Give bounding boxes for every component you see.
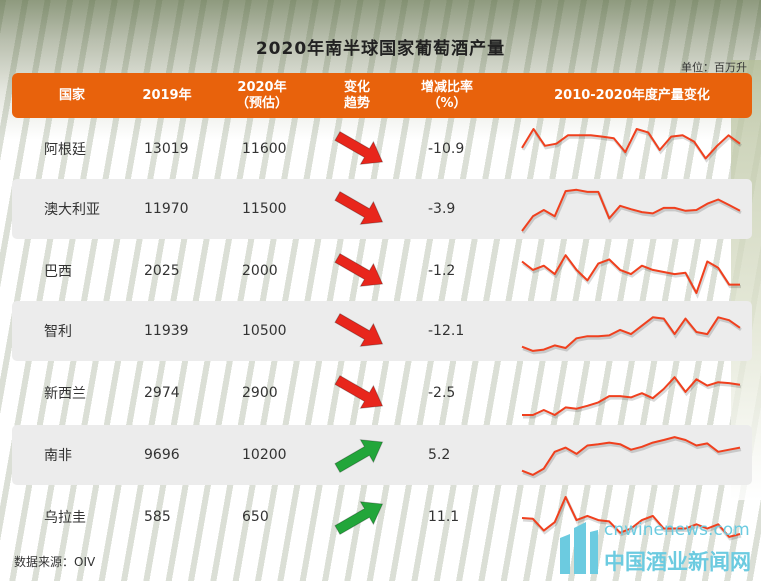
sparkline-shadow (522, 317, 742, 355)
header-text: （预估） (235, 95, 288, 111)
up-arrow-icon (330, 425, 390, 485)
country-name: 巴西 (44, 264, 72, 280)
header-text: 2010-2020年度产量变化 (554, 87, 710, 103)
sparkline-series (521, 254, 740, 294)
value-2020: 11500 (242, 201, 287, 217)
sparkline (521, 128, 742, 163)
source-note: 数据来源：OIV (14, 555, 96, 569)
change-percent: 11.1 (428, 509, 460, 525)
header-text: 变化 (343, 79, 370, 95)
sparkline (521, 254, 741, 299)
header-2019: 2019年 (127, 73, 207, 118)
value-2020: 10500 (242, 323, 287, 339)
value-2020: 2000 (242, 263, 278, 279)
header-pct: 增减比率 （%） (407, 73, 487, 118)
sparkline-series (521, 316, 741, 352)
table-header: 国家 2019年 2020年 （预估） 变化 趋势 增减比率 （%） 2010-202… (12, 73, 752, 118)
arrow-shape (334, 374, 384, 409)
country-name: 南非 (44, 448, 72, 464)
sparkline (522, 376, 742, 419)
value-2020: 10200 (242, 447, 287, 463)
down-arrow-icon (330, 301, 390, 361)
sparkline-series (522, 376, 741, 416)
value-2019: 585 (144, 509, 171, 525)
table-row: 巴西 2025 2000 -1.2 (12, 241, 752, 301)
down-arrow-icon (330, 179, 390, 239)
sparkline-shadow (522, 437, 742, 479)
country-name: 阿根廷 (44, 142, 86, 158)
arrow-shape (334, 252, 384, 287)
value-2019: 11970 (144, 201, 189, 217)
value-2019: 2025 (144, 263, 180, 279)
header-text: 2020年 (237, 79, 287, 95)
table-row: 南非 9696 10200 5.2 (12, 425, 752, 485)
change-percent: -12.1 (428, 323, 465, 339)
header-2020: 2020年 （预估） (222, 73, 302, 118)
sparkline (521, 188, 742, 234)
header-text: 2019年 (142, 87, 192, 103)
country-name: 智利 (44, 324, 72, 340)
arrow-shape (334, 312, 384, 347)
country-name: 澳大利亚 (44, 202, 100, 218)
sparkline (521, 316, 742, 355)
sparkline (521, 495, 742, 541)
header-country: 国家 (42, 73, 102, 118)
watermark-name: 中国酒业新闻网 (604, 550, 751, 574)
sparkline-series (521, 436, 741, 476)
value-2019: 13019 (144, 141, 189, 157)
table-row: 乌拉圭 585 650 11.1 (12, 487, 752, 547)
header-text: 国家 (58, 87, 85, 103)
unit-label: 单位：百万升 (681, 61, 747, 74)
arrow-shape (334, 130, 384, 165)
value-2019: 2974 (144, 385, 180, 401)
country-name: 乌拉圭 (44, 510, 86, 526)
header-text: 增减比率 (420, 79, 473, 95)
value-2020: 650 (242, 509, 269, 525)
up-arrow-icon (330, 487, 390, 547)
change-percent: -10.9 (428, 141, 465, 157)
value-2019: 11939 (144, 323, 189, 339)
down-arrow-icon (330, 241, 390, 301)
header-sparkline: 2010-2020年度产量变化 (512, 73, 752, 118)
chart-title: 2020年南半球国家葡萄酒产量 (255, 39, 506, 59)
sparkline-shadow (522, 495, 742, 541)
header-text: （%） (427, 95, 467, 111)
sparkline-series (521, 188, 741, 232)
country-name: 新西兰 (44, 386, 86, 402)
arrow-shape (334, 439, 384, 474)
value-2020: 11600 (242, 141, 287, 157)
table-row: 智利 11939 10500 -12.1 (12, 301, 752, 361)
change-percent: -3.9 (428, 201, 456, 217)
sparkline-series (521, 496, 741, 538)
down-arrow-icon (330, 119, 390, 179)
sparkline-shadow (522, 254, 741, 299)
header-text: 趋势 (343, 95, 370, 111)
table-row: 阿根廷 13019 11600 -10.9 (12, 119, 752, 179)
down-arrow-icon (330, 363, 390, 423)
table-row: 新西兰 2974 2900 -2.5 (12, 363, 752, 423)
sparkline-series (521, 128, 741, 160)
sparkline-shadow (523, 376, 742, 419)
value-2020: 2900 (242, 385, 278, 401)
change-percent: 5.2 (428, 447, 451, 463)
sparkline (521, 436, 742, 479)
logo-icon (560, 522, 598, 574)
arrow-shape (334, 190, 384, 225)
change-percent: -2.5 (428, 385, 456, 401)
watermark-logo: cnwinenews.com 中国酒业新闻网 (556, 518, 754, 576)
table-row: 澳大利亚 11970 11500 -3.9 (12, 179, 752, 239)
change-percent: -1.2 (428, 263, 456, 279)
sparkline-shadow (521, 190, 742, 234)
watermark-url: cnwinenews.com (604, 520, 750, 540)
header-trend: 变化 趋势 (327, 73, 387, 118)
value-2019: 9696 (144, 447, 180, 463)
arrow-shape (334, 501, 384, 536)
